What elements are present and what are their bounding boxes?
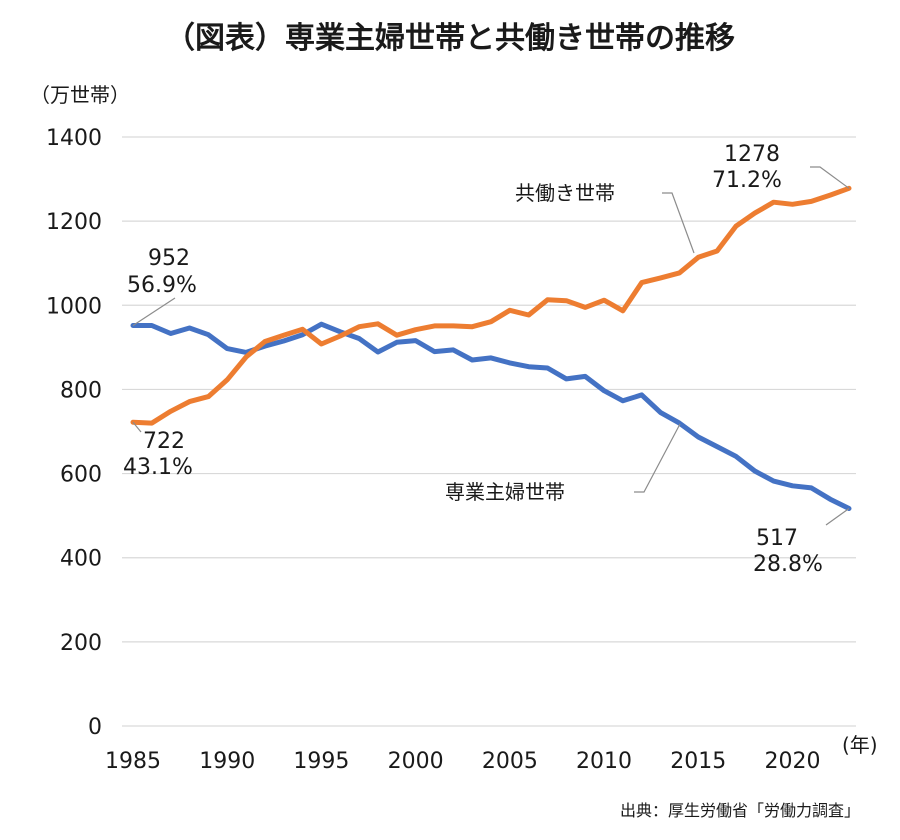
leader-legend-0 bbox=[634, 423, 681, 493]
annotation-start-value-0: 952 bbox=[148, 246, 190, 271]
x-tick-label: 2020 bbox=[764, 749, 820, 774]
chart-title: （図表）専業主婦世帯と共働き世帯の推移 bbox=[165, 21, 735, 56]
legend-label-sengyo: 専業主婦世帯 bbox=[445, 480, 565, 504]
source-note: 出典：厚生労働省「労働力調査」 bbox=[620, 801, 860, 820]
annotation-start-pct-0: 56.9% bbox=[127, 273, 197, 298]
leader-start-0 bbox=[132, 297, 176, 326]
x-axis-unit-label: (年) bbox=[842, 733, 878, 757]
y-axis-ticks: 0 200 400 600 800 1000 1200 1400 bbox=[46, 126, 102, 740]
leader-start-1 bbox=[132, 421, 142, 433]
legend-label-tomobataraki: 共働き世帯 bbox=[515, 181, 615, 205]
annotation-start-pct-1: 43.1% bbox=[123, 455, 193, 480]
x-tick-label: 2000 bbox=[388, 749, 444, 774]
y-tick-label: 600 bbox=[60, 463, 102, 488]
y-tick-label: 0 bbox=[88, 715, 102, 740]
annotation-end-value-0: 517 bbox=[756, 526, 798, 551]
y-tick-label: 800 bbox=[60, 378, 102, 403]
y-tick-label: 400 bbox=[60, 547, 102, 572]
annotation-end-value-1: 1278 bbox=[724, 142, 780, 167]
y-axis-unit-label: （万世帯） bbox=[30, 83, 130, 107]
series-lines bbox=[130, 185, 852, 511]
leader-end-0 bbox=[825, 508, 850, 526]
annotation-end-pct-0: 28.8% bbox=[753, 552, 823, 577]
y-tick-label: 200 bbox=[60, 631, 102, 656]
annotation-leaders bbox=[132, 166, 850, 526]
leader-end-1 bbox=[810, 166, 850, 189]
y-tick-label: 1000 bbox=[46, 294, 102, 319]
series-line-tomobataraki bbox=[130, 185, 852, 426]
leader-legend-1 bbox=[662, 192, 695, 254]
x-tick-label: 1995 bbox=[293, 749, 349, 774]
x-tick-label: 1990 bbox=[199, 749, 255, 774]
annotation-start-value-1: 722 bbox=[143, 429, 185, 454]
x-tick-label: 2010 bbox=[576, 749, 632, 774]
x-axis-ticks: 1985 1990 1995 2000 2005 2010 2015 2020 bbox=[105, 749, 820, 774]
y-tick-label: 1200 bbox=[46, 210, 102, 235]
gridlines bbox=[122, 136, 856, 727]
x-tick-label: 2015 bbox=[670, 749, 726, 774]
x-tick-label: 1985 bbox=[105, 749, 161, 774]
y-tick-label: 1400 bbox=[46, 126, 102, 151]
x-tick-label: 2005 bbox=[482, 749, 538, 774]
annotation-end-pct-1: 71.2% bbox=[712, 168, 782, 193]
